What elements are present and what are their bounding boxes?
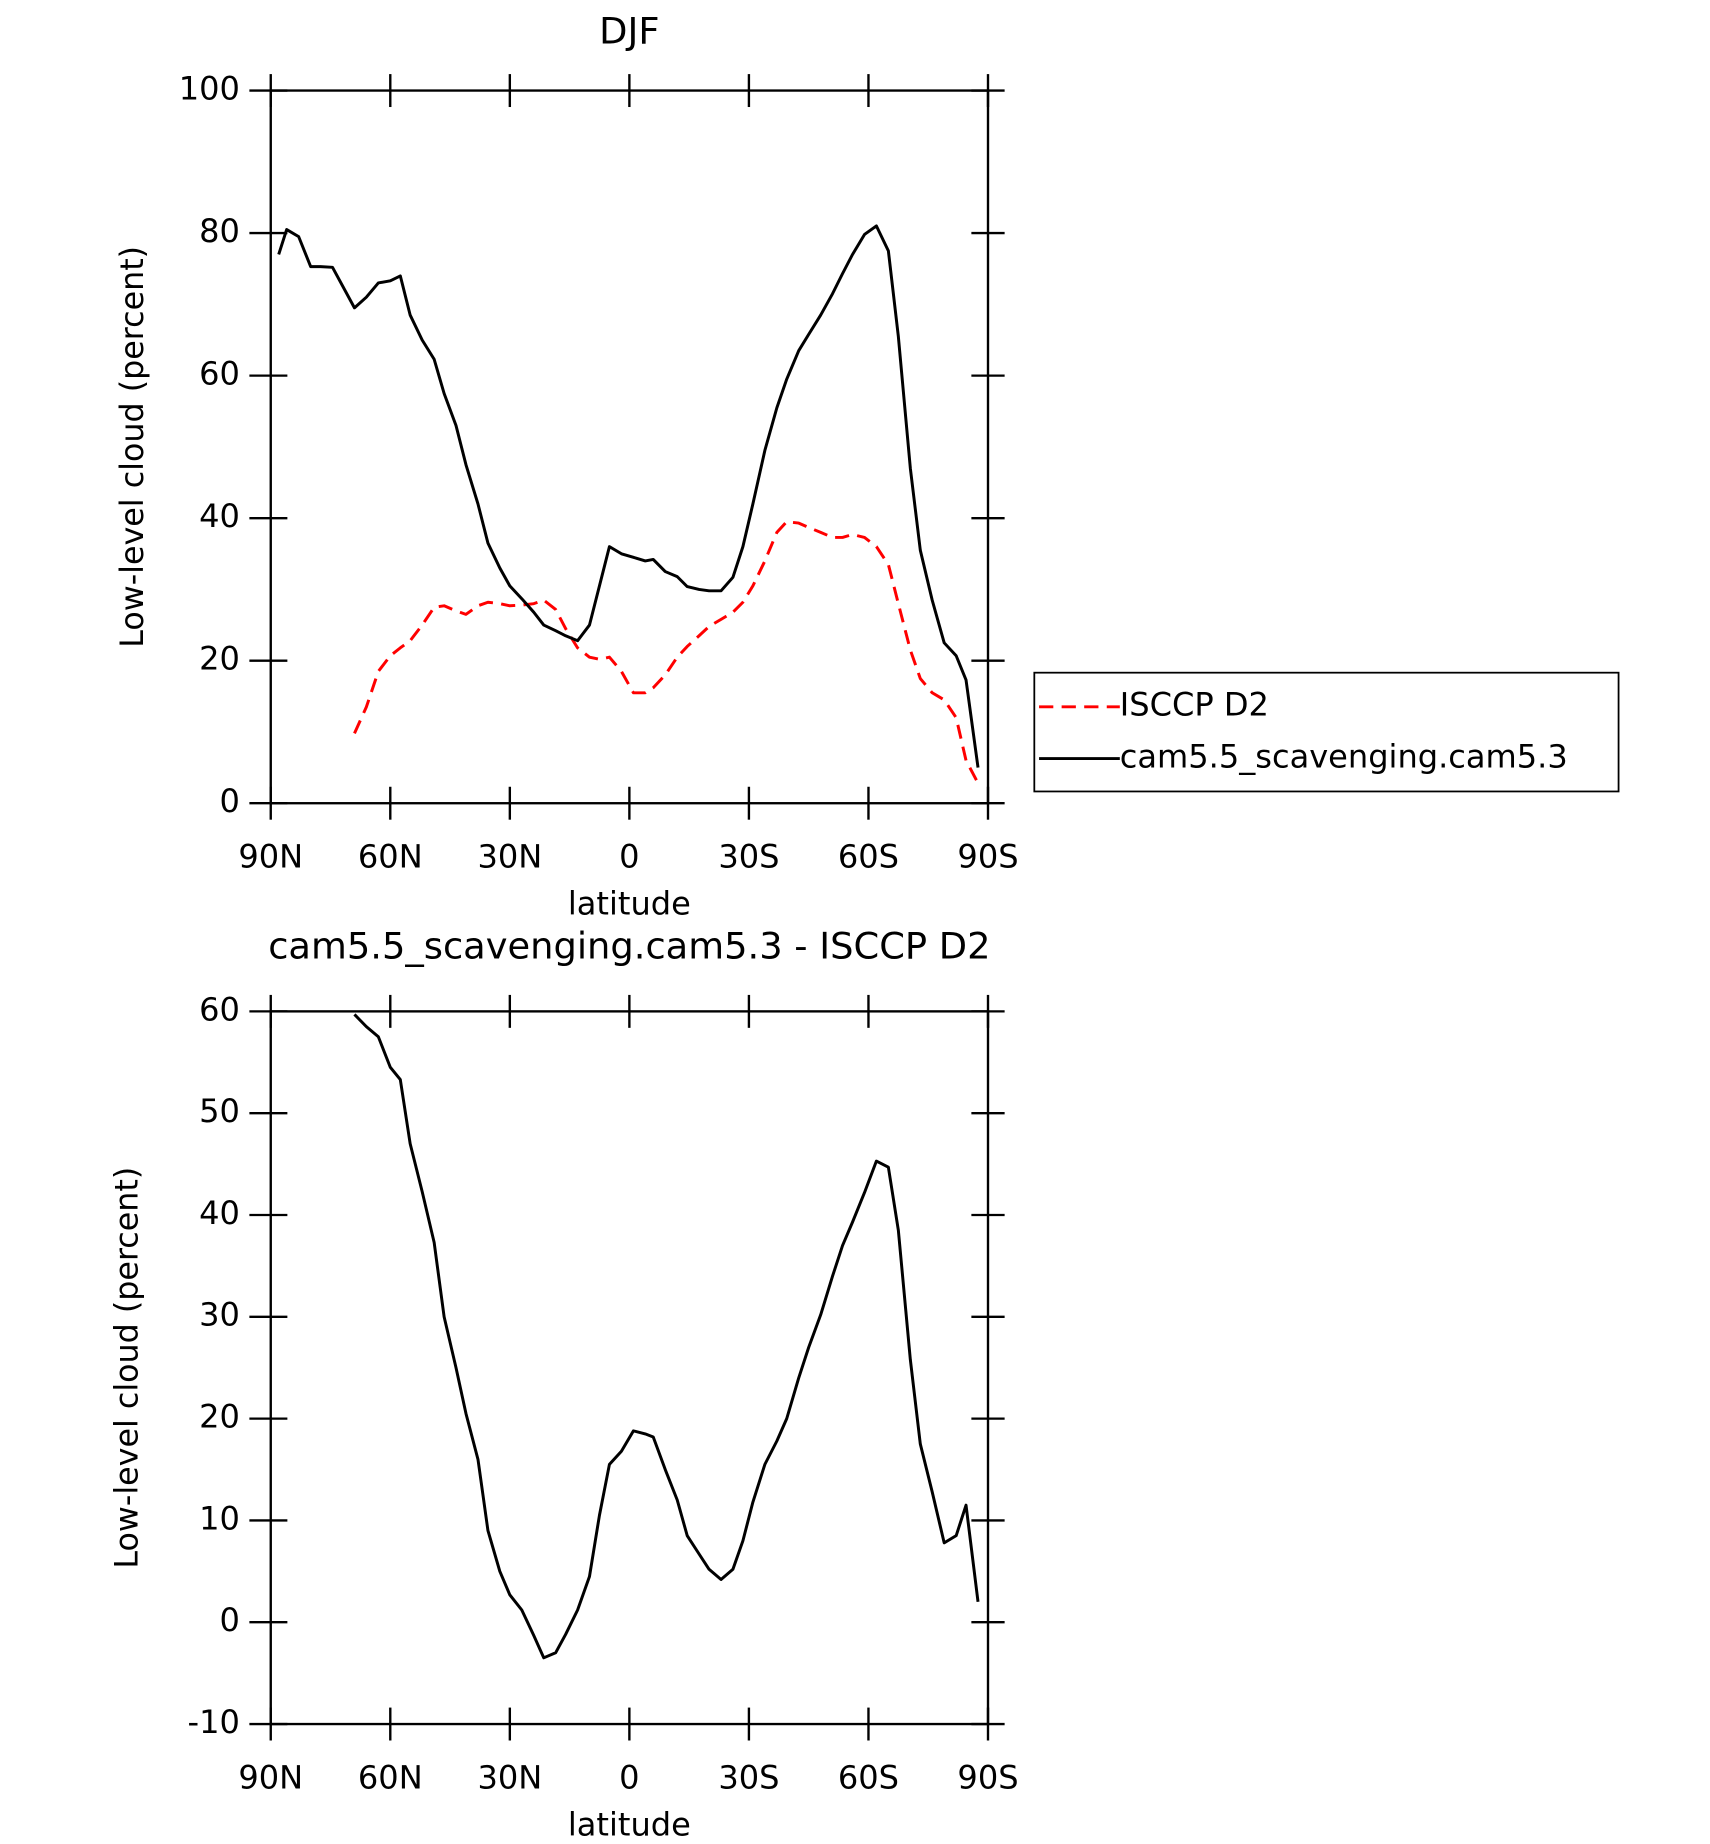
y-tick-label: 30: [199, 1296, 240, 1334]
legend-label: cam5.5_scavenging.cam5.3: [1120, 738, 1568, 776]
y-tick-label: 10: [199, 1500, 240, 1538]
plot-frame: [269, 89, 990, 805]
y-tick-label: 40: [199, 497, 240, 535]
y-tick-label: 20: [199, 1398, 240, 1436]
x-tick-label: 30N: [477, 1758, 542, 1796]
y-tick-label: 60: [199, 990, 240, 1028]
y-tick-label: 0: [219, 1601, 239, 1639]
x-tick-label: 60S: [838, 1758, 899, 1796]
y-tick-label: -10: [188, 1703, 240, 1741]
x-tick-label: 0: [619, 838, 639, 876]
data-line: [277, 224, 980, 768]
chart-title: cam5.5_scavenging.cam5.3 - ISCCP D2: [268, 924, 990, 967]
y-axis-label: Low-level cloud (percent): [107, 1167, 145, 1569]
y-tick-label: 80: [199, 212, 240, 250]
y-tick-label: 40: [199, 1194, 240, 1232]
x-tick-label: 90N: [238, 1758, 303, 1796]
chart-title: DJF: [599, 10, 659, 53]
x-tick-label: 60N: [358, 838, 423, 876]
x-tick-label: 90N: [238, 838, 303, 876]
x-axis-label: latitude: [568, 885, 691, 923]
x-tick-label: 60N: [358, 1758, 423, 1796]
y-tick-label: 20: [199, 640, 240, 678]
x-tick-label: 60S: [838, 838, 899, 876]
legend-box: [1033, 671, 1620, 793]
x-tick-label: 0: [619, 1758, 639, 1796]
y-tick-label: 0: [219, 782, 239, 820]
legend-label: ISCCP D2: [1120, 686, 1269, 724]
y-tick-label: 100: [179, 70, 240, 108]
y-tick-label: 50: [199, 1092, 240, 1130]
y-tick-label: 60: [199, 355, 240, 393]
x-axis-label: latitude: [568, 1805, 691, 1843]
x-tick-label: 90S: [957, 1758, 1018, 1796]
x-tick-label: 30S: [718, 838, 779, 876]
plot-frame: [269, 1010, 990, 1726]
y-axis-label: Low-level cloud (percent): [113, 246, 151, 648]
x-tick-label: 30S: [718, 1758, 779, 1796]
data-line: [353, 1013, 980, 1660]
x-tick-label: 90S: [957, 838, 1018, 876]
data-line: [353, 520, 980, 784]
x-tick-label: 30N: [477, 838, 542, 876]
